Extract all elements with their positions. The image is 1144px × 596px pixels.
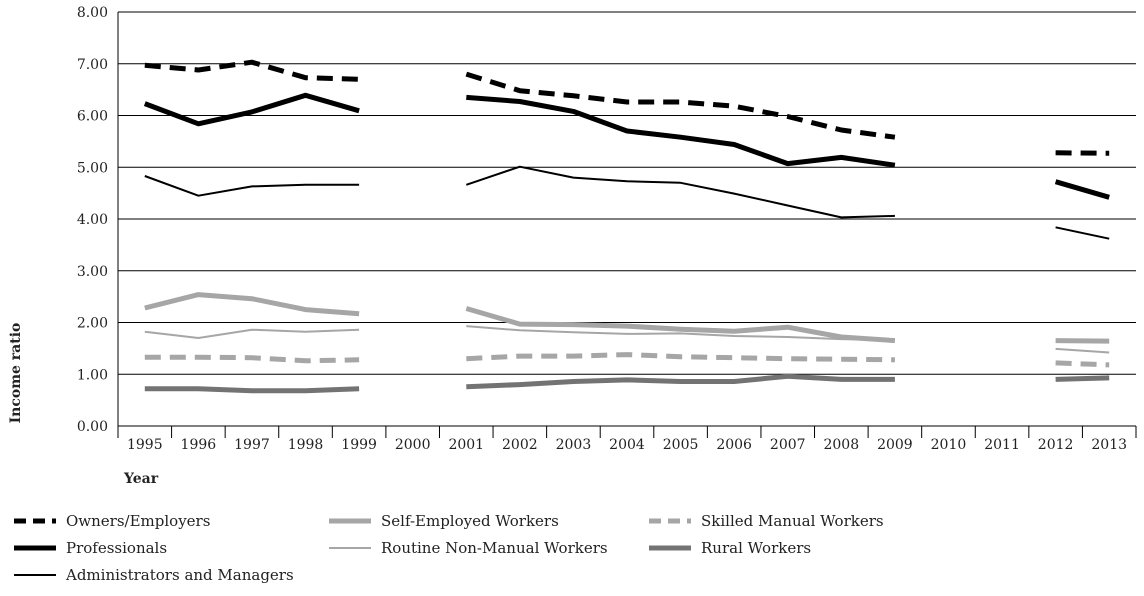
x-tick-label: 2012 <box>1038 437 1074 453</box>
x-tick-label: 2009 <box>877 437 913 453</box>
legend-swatch <box>649 545 691 551</box>
x-tick-label: 2007 <box>770 437 806 453</box>
legend-swatch <box>14 574 56 576</box>
legend-item-skilled-manual-workers: Skilled Manual Workers <box>649 508 884 534</box>
series-line-owners-employers <box>465 71 896 140</box>
series-line-self-employed-workers <box>465 306 896 344</box>
legend-item-owners-employers: Owners/Employers <box>14 508 210 534</box>
series-line-skilled-manual-workers <box>144 354 360 364</box>
legend-label: Routine Non-Manual Workers <box>381 539 608 557</box>
series-line-skilled-manual-workers <box>466 352 895 363</box>
x-tick-label: 2004 <box>609 437 645 453</box>
x-tick-label: 1999 <box>341 437 377 453</box>
legend-swatch <box>14 545 56 551</box>
x-axis-title: Year <box>123 471 159 487</box>
legend-swatch <box>329 547 371 549</box>
series-line-administrators-and-managers <box>465 165 895 219</box>
x-tick-label: 2006 <box>716 437 752 453</box>
y-tick-label: 2.00 <box>77 316 108 332</box>
series-line-professionals <box>143 92 360 127</box>
series-line-rural-workers <box>144 386 360 394</box>
y-tick-label: 5.00 <box>77 160 108 176</box>
legend-label: Rural Workers <box>701 539 812 557</box>
y-tick-label: 4.00 <box>77 212 108 228</box>
legend-swatch <box>649 518 691 524</box>
x-tick-label: 2005 <box>663 437 699 453</box>
legend-label: Skilled Manual Workers <box>701 512 884 530</box>
y-tick-label: 1.00 <box>77 367 108 383</box>
x-tick-labels: 1995 1996 1997 1998 1999 2000 2001 2002 2003 2004… <box>117 426 1137 453</box>
x-tick-label: 2013 <box>1091 437 1127 453</box>
series-line-rural-workers <box>1055 375 1110 382</box>
x-tick-label: 2011 <box>984 437 1020 453</box>
y-tick-label: 8.00 <box>77 5 108 21</box>
series-line-routine-non-manual-workers <box>144 328 360 339</box>
series-line-self-employed-workers <box>1055 338 1110 344</box>
x-tick-label: 1998 <box>288 437 324 453</box>
series-line-administrators-and-managers <box>1055 226 1110 240</box>
legend: Owners/Employers Professionals Administrat… <box>14 508 1114 594</box>
series-line-routine-non-manual-workers <box>1055 347 1110 354</box>
y-tick-labels: 0.00 1.00 2.00 3.00 4.00 5.00 6.00 7.00 8.00 <box>77 5 108 435</box>
x-tick-label: 2008 <box>823 437 859 453</box>
series-line-professionals <box>1054 179 1110 200</box>
legend-label: Professionals <box>66 539 168 557</box>
x-tick-label: 1997 <box>234 437 270 453</box>
x-tick-label: 2003 <box>556 437 592 453</box>
series-lines <box>143 59 1110 394</box>
x-tick-label: 2000 <box>395 437 431 453</box>
series-line-routine-non-manual-workers <box>466 325 895 342</box>
y-tick-label: 0.00 <box>77 419 108 435</box>
x-tick-label: 1996 <box>181 437 217 453</box>
legend-item-administrators-and-managers: Administrators and Managers <box>14 562 294 588</box>
x-tick-label: 2001 <box>448 437 484 453</box>
legend-label: Owners/Employers <box>66 512 211 530</box>
y-tick-label: 6.00 <box>77 109 108 125</box>
x-tick-label: 2002 <box>502 437 538 453</box>
legend-swatch <box>329 518 371 524</box>
legend-label: Self-Employed Workers <box>381 512 559 530</box>
series-line-owners-employers <box>144 59 360 82</box>
legend-item-self-employed-workers: Self-Employed Workers <box>329 508 559 534</box>
series-line-owners-employers <box>1055 150 1110 156</box>
legend-label: Administrators and Managers <box>66 566 294 584</box>
gridlines <box>117 11 1136 427</box>
x-tick-label: 2010 <box>931 437 967 453</box>
y-axis-title: Income ratio <box>8 323 24 424</box>
legend-item-routine-non-manual-workers: Routine Non-Manual Workers <box>329 535 608 561</box>
x-tick-label: 1995 <box>127 437 163 453</box>
legend-swatch <box>14 518 56 524</box>
legend-item-rural-workers: Rural Workers <box>649 535 811 561</box>
series-line-skilled-manual-workers <box>1055 360 1110 368</box>
y-tick-label: 7.00 <box>77 57 108 73</box>
legend-item-professionals: Professionals <box>14 535 167 561</box>
series-line-self-employed-workers <box>144 292 360 317</box>
series-line-rural-workers <box>466 373 895 390</box>
series-line-professionals <box>466 94 896 168</box>
series-line-administrators-and-managers <box>144 175 360 197</box>
y-tick-label: 3.00 <box>77 264 108 280</box>
